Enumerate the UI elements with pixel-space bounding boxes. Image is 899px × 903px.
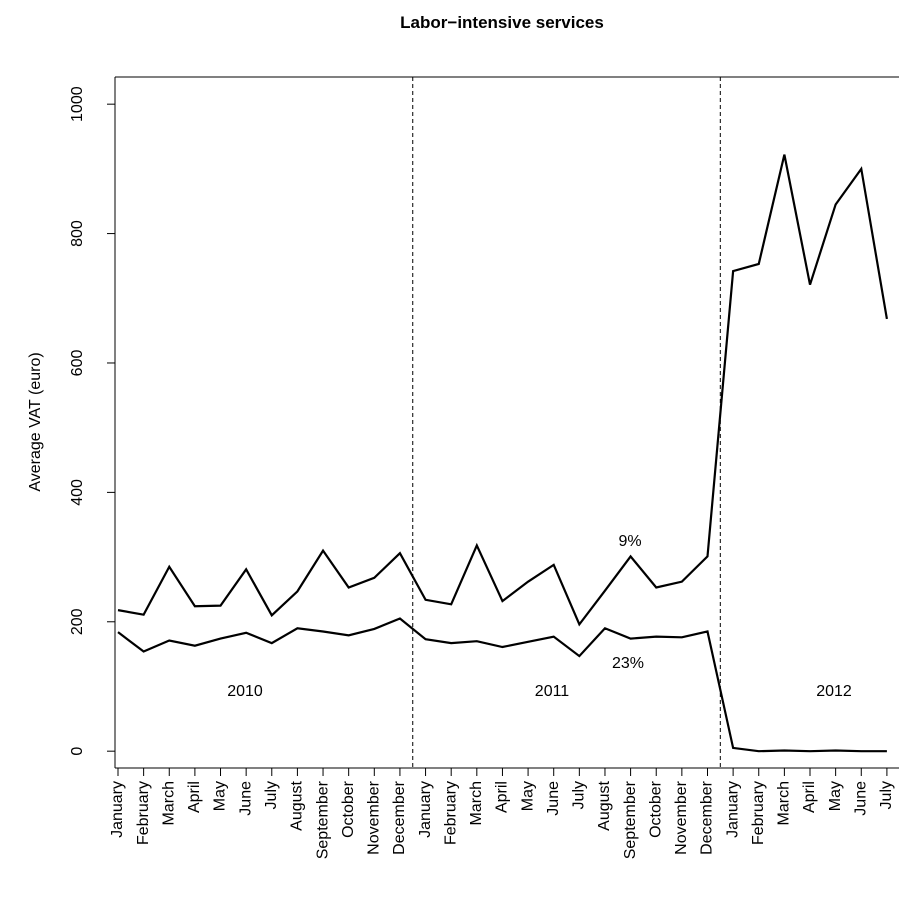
x-tick-label: November — [673, 780, 690, 854]
chart-title: Labor−intensive services — [400, 13, 604, 32]
year-label: 2012 — [816, 683, 852, 700]
x-tick-label: September — [314, 780, 331, 859]
y-axis-label: Average VAT (euro) — [27, 352, 44, 491]
x-tick-label: May — [827, 781, 844, 811]
x-tick-label: August — [596, 780, 613, 830]
y-tick-label: 200 — [69, 608, 86, 635]
y-tick-label: 600 — [69, 350, 86, 377]
line — [117, 617, 887, 753]
x-tick-label: April — [801, 781, 818, 813]
x-tick-label: June — [852, 781, 869, 816]
x-tick-label: October — [647, 780, 664, 838]
x-tick-label: May — [212, 781, 229, 811]
y-tick-label: 800 — [69, 220, 86, 247]
series-label: 23% — [612, 655, 644, 672]
x-tick-label: July — [571, 781, 588, 809]
x-tick-label: March — [468, 781, 485, 825]
x-tick-label: February — [750, 781, 767, 845]
x-tick-label: July — [878, 781, 895, 809]
y-tick-label: 0 — [69, 747, 86, 756]
x-tick-label: September — [622, 780, 639, 859]
x-tick-label: June — [237, 781, 254, 816]
year-label: 2010 — [227, 683, 263, 700]
x-tick-label: March — [776, 781, 793, 825]
y-tick-label: 1000 — [69, 86, 86, 122]
x-tick-label: April — [186, 781, 203, 813]
x-tick-label: January — [724, 781, 741, 838]
x-tick-label: December — [391, 780, 408, 854]
year-label: 2011 — [535, 683, 570, 700]
x-tick-label: June — [545, 781, 562, 816]
x-tick-label: April — [494, 781, 511, 813]
x-tick-label: July — [263, 781, 280, 809]
x-tick-label: February — [442, 781, 459, 845]
x-tick-label: October — [340, 780, 357, 838]
x-tick-label: August — [289, 780, 306, 830]
x-tick-label: November — [366, 780, 383, 854]
series-label: 9% — [618, 533, 641, 550]
x-tick-label: March — [160, 781, 177, 825]
x-tick-label: January — [109, 781, 126, 838]
x-tick-label: May — [519, 781, 536, 811]
line — [117, 154, 888, 627]
x-tick-label: February — [135, 781, 152, 845]
x-tick-label: January — [417, 781, 434, 838]
y-tick-label: 400 — [69, 479, 86, 506]
x-tick-label: December — [699, 780, 716, 854]
